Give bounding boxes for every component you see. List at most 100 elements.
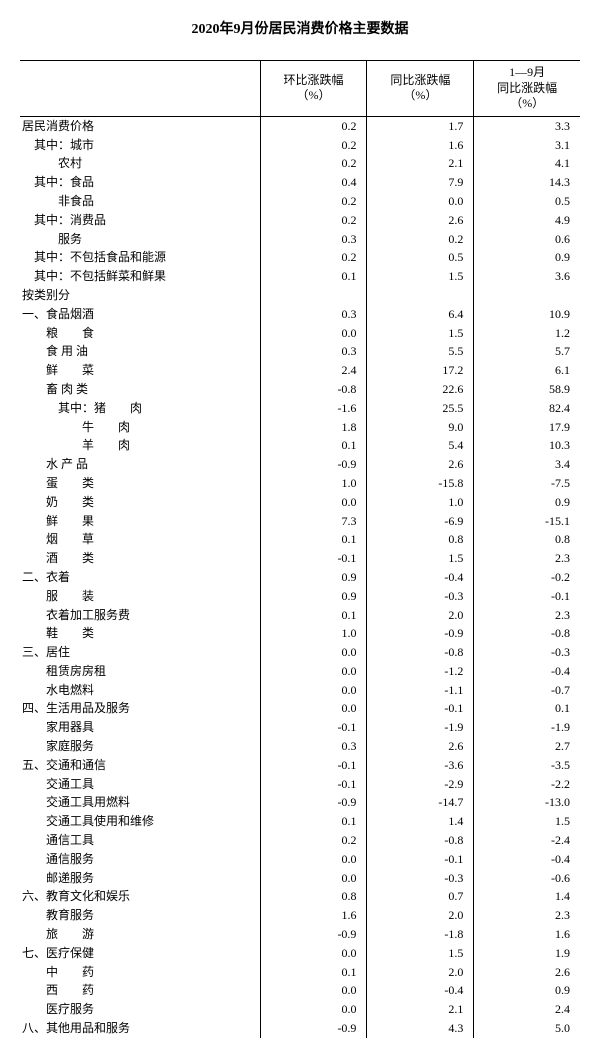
cell-value: 1.7	[367, 116, 474, 135]
table-row: 烟 草0.10.80.8	[20, 530, 580, 549]
table-header: 环比涨跌幅 （%）同比涨跌幅 （%）1—9月 同比涨跌幅 （%）	[20, 61, 580, 117]
cell-value: 2.1	[367, 1000, 474, 1019]
cell-value: 0.3	[260, 230, 367, 249]
row-label: 酒 类	[20, 549, 260, 568]
row-label: 羊 肉	[20, 436, 260, 455]
cell-value: -14.7	[367, 793, 474, 812]
table-row: 鞋 类1.0-0.9-0.8	[20, 624, 580, 643]
cell-value: 0.0	[260, 944, 367, 963]
cell-value: -1.6	[260, 399, 367, 418]
cell-value: -0.8	[367, 831, 474, 850]
row-label: 其中：不包括鲜菜和鲜果	[20, 267, 260, 286]
cell-value: 5.5	[367, 342, 474, 361]
cell-value: 0.8	[367, 530, 474, 549]
cell-value: 1.8	[260, 418, 367, 437]
cell-value: 0.0	[260, 493, 367, 512]
cell-value: -0.1	[474, 587, 580, 606]
row-label: 衣着加工服务费	[20, 606, 260, 625]
row-label: 教育服务	[20, 906, 260, 925]
row-label: 烟 草	[20, 530, 260, 549]
cell-value: 3.1	[474, 136, 580, 155]
cell-value: -0.2	[474, 568, 580, 587]
cell-value: 0.3	[260, 305, 367, 324]
row-label: 家用器具	[20, 718, 260, 737]
table-row: 食 用 油0.35.55.7	[20, 342, 580, 361]
cell-value: 1.6	[367, 136, 474, 155]
cell-value: -0.9	[260, 1019, 367, 1038]
cell-value: -3.6	[367, 756, 474, 775]
cell-value: -7.5	[474, 474, 580, 493]
cell-value: 0.0	[260, 643, 367, 662]
cell-value: 1.9	[474, 944, 580, 963]
col-value-3: 1—9月 同比涨跌幅 （%）	[474, 61, 580, 117]
cell-value: 2.7	[474, 737, 580, 756]
cell-value: 1.5	[367, 944, 474, 963]
cell-value: 17.9	[474, 418, 580, 437]
cell-value: 0.1	[474, 699, 580, 718]
cell-value: 1.5	[367, 324, 474, 343]
cell-value: 0.1	[260, 812, 367, 831]
table-row: 其中：不包括食品和能源0.20.50.9	[20, 248, 580, 267]
cell-value: 0.2	[260, 154, 367, 173]
cell-value: 0.2	[260, 211, 367, 230]
cell-value: 0.0	[367, 192, 474, 211]
cell-value: 14.3	[474, 173, 580, 192]
cell-value: -1.2	[367, 662, 474, 681]
cell-value: 25.5	[367, 399, 474, 418]
row-label: 奶 类	[20, 493, 260, 512]
row-label: 农村	[20, 154, 260, 173]
table-row: 畜 肉 类-0.822.658.9	[20, 380, 580, 399]
table-row: 鲜 果7.3-6.9-15.1	[20, 512, 580, 531]
cpi-table-container: 环比涨跌幅 （%）同比涨跌幅 （%）1—9月 同比涨跌幅 （%） 居民消费价格0…	[20, 60, 580, 1038]
table-row: 服 装0.9-0.3-0.1	[20, 587, 580, 606]
table-row: 水电燃料0.0-1.1-0.7	[20, 681, 580, 700]
cell-value	[474, 286, 580, 305]
cell-value: 0.0	[260, 662, 367, 681]
cell-value: 1.4	[474, 887, 580, 906]
cell-value: 7.3	[260, 512, 367, 531]
cell-value: 1.4	[367, 812, 474, 831]
cell-value: 0.2	[367, 230, 474, 249]
cell-value: 0.9	[474, 248, 580, 267]
cell-value: -0.7	[474, 681, 580, 700]
row-label: 租赁房房租	[20, 662, 260, 681]
cell-value: 7.9	[367, 173, 474, 192]
row-label: 西 药	[20, 981, 260, 1000]
row-label: 四、生活用品及服务	[20, 699, 260, 718]
cell-value: 0.0	[260, 699, 367, 718]
table-row: 家用器具-0.1-1.9-1.9	[20, 718, 580, 737]
table-row: 酒 类-0.11.52.3	[20, 549, 580, 568]
cell-value	[260, 286, 367, 305]
cell-value: 1.5	[367, 549, 474, 568]
table-row: 其中：消费品0.22.64.9	[20, 211, 580, 230]
cell-value: -1.8	[367, 925, 474, 944]
cell-value: 10.3	[474, 436, 580, 455]
row-label: 其中：食品	[20, 173, 260, 192]
row-label: 交通工具用燃料	[20, 793, 260, 812]
cell-value: 0.0	[260, 981, 367, 1000]
cell-value: 0.9	[474, 981, 580, 1000]
cell-value: -0.4	[474, 850, 580, 869]
cell-value: -0.3	[367, 869, 474, 888]
table-row: 羊 肉0.15.410.3	[20, 436, 580, 455]
cell-value: 2.6	[367, 455, 474, 474]
cell-value: 1.6	[474, 925, 580, 944]
row-label: 鲜 果	[20, 512, 260, 531]
cell-value: 0.8	[474, 530, 580, 549]
table-row: 八、其他用品和服务-0.94.35.0	[20, 1019, 580, 1038]
col-value-2: 同比涨跌幅 （%）	[367, 61, 474, 117]
table-row: 四、生活用品及服务0.0-0.10.1	[20, 699, 580, 718]
table-row: 居民消费价格0.21.73.3	[20, 116, 580, 135]
row-label: 服务	[20, 230, 260, 249]
cell-value: -2.2	[474, 775, 580, 794]
table-row: 五、交通和通信-0.1-3.6-3.5	[20, 756, 580, 775]
cell-value: 5.4	[367, 436, 474, 455]
cell-value: 2.3	[474, 606, 580, 625]
cell-value: 0.4	[260, 173, 367, 192]
cell-value: 0.8	[260, 887, 367, 906]
cell-value: 2.6	[367, 737, 474, 756]
cell-value: 3.3	[474, 116, 580, 135]
row-label: 非食品	[20, 192, 260, 211]
cell-value: -3.5	[474, 756, 580, 775]
cell-value: 0.2	[260, 136, 367, 155]
